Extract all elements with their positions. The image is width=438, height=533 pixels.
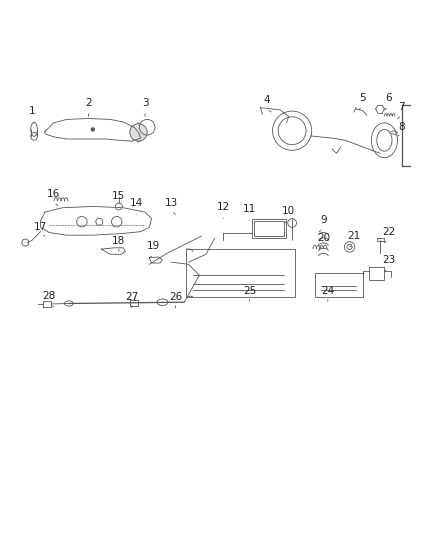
Bar (315, 273, 363, 297)
Text: 25: 25 (243, 286, 256, 296)
Text: 12: 12 (217, 202, 230, 212)
Text: 20: 20 (317, 232, 330, 243)
Text: 15: 15 (112, 191, 126, 201)
Text: 5: 5 (359, 93, 366, 103)
Text: 22: 22 (382, 227, 396, 237)
Text: 6: 6 (385, 93, 392, 103)
Text: 23: 23 (382, 255, 396, 265)
Text: 16: 16 (47, 189, 60, 199)
Text: 26: 26 (169, 292, 182, 302)
Text: 21: 21 (347, 231, 360, 241)
Circle shape (91, 128, 95, 131)
Text: 17: 17 (34, 222, 47, 232)
Text: 18: 18 (112, 236, 126, 246)
Text: 2: 2 (85, 98, 92, 108)
Text: 7: 7 (399, 102, 405, 112)
Text: 28: 28 (42, 292, 56, 301)
Text: 4: 4 (264, 95, 270, 106)
Bar (377, 238, 384, 241)
Text: 10: 10 (282, 206, 295, 216)
Circle shape (130, 124, 147, 141)
Text: 9: 9 (320, 215, 327, 225)
Text: 13: 13 (165, 198, 178, 208)
Text: 11: 11 (243, 204, 256, 214)
Text: 19: 19 (147, 241, 160, 251)
Text: 1: 1 (28, 107, 35, 116)
Bar (252, 219, 286, 238)
Text: 27: 27 (125, 292, 138, 302)
Text: 8: 8 (399, 122, 405, 132)
Text: 24: 24 (321, 286, 335, 296)
Text: 3: 3 (142, 98, 148, 108)
Text: 14: 14 (130, 198, 143, 208)
Bar (254, 221, 284, 236)
